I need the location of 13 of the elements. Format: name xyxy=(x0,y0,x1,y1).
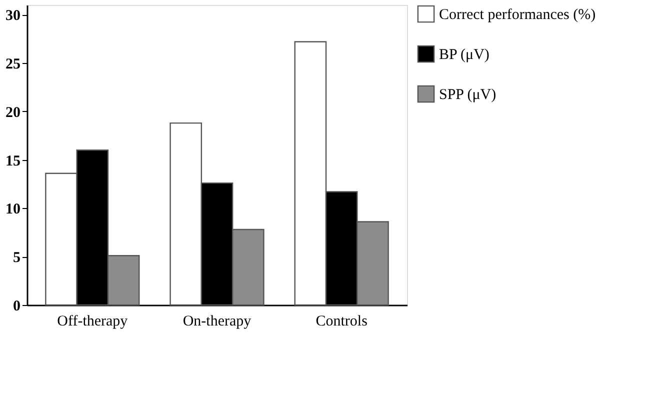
legend-label: BP (μV) xyxy=(439,47,490,63)
legend-label: SPP (μV) xyxy=(439,87,496,103)
y-tick-label: 25 xyxy=(6,56,20,73)
y-tick-label: 5 xyxy=(13,250,20,266)
x-tick-label: Controls xyxy=(316,314,368,330)
legend-label: Correct performances (%) xyxy=(439,7,596,23)
y-tick-label: 0 xyxy=(13,298,20,314)
y-tick-label: 30 xyxy=(6,8,20,24)
y-tick-label: 10 xyxy=(6,202,20,218)
y-tick-label: 20 xyxy=(6,104,20,121)
x-tick-label: On-therapy xyxy=(182,314,252,330)
y-tick-label: 15 xyxy=(6,153,20,170)
x-tick-label: Off-therapy xyxy=(57,314,128,330)
